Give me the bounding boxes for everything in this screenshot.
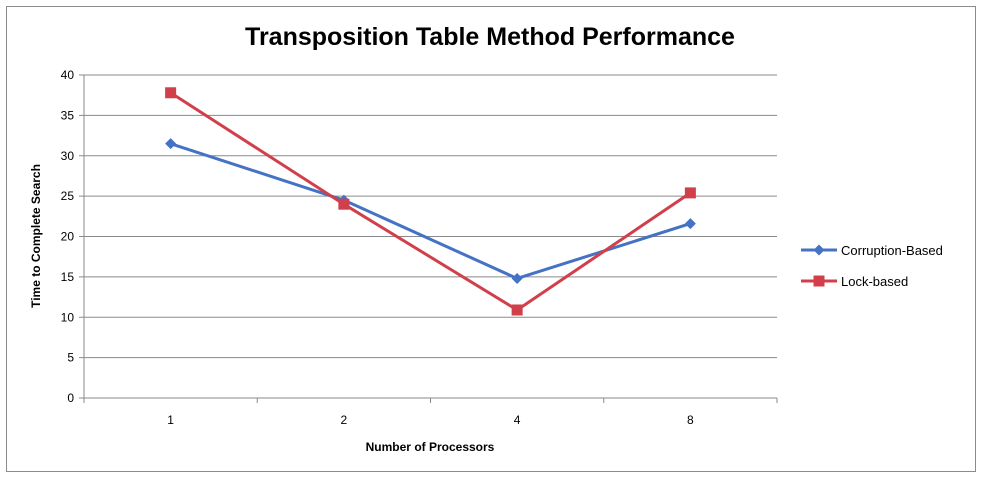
x-axis-title: Number of Processors (366, 440, 495, 454)
y-tick-label: 15 (61, 270, 75, 284)
y-tick-label: 40 (61, 68, 75, 82)
y-tick-label: 5 (67, 351, 74, 365)
series-lines (165, 87, 696, 316)
legend-lock-based-point (813, 275, 825, 287)
legend: Corruption-Based Lock-based (801, 243, 943, 289)
x-tick-label: 4 (514, 413, 521, 427)
corruption-based-point (165, 138, 177, 150)
x-tick-labels: 1 2 4 8 (167, 413, 694, 427)
gridlines (84, 74, 777, 359)
lock-based-point (684, 187, 696, 199)
y-tick-label: 25 (61, 189, 75, 203)
x-tick-label: 2 (341, 413, 348, 427)
x-tick-label: 1 (167, 413, 174, 427)
y-tick-label: 20 (61, 230, 75, 244)
series-line-lock-based (169, 91, 692, 312)
chart-title: Transposition Table Method Performance (245, 23, 735, 51)
legend-item-corruption-based: Corruption-Based (801, 243, 943, 258)
y-tick-label: 35 (61, 108, 75, 122)
legend-label: Lock-based (841, 274, 908, 289)
lock-based-point (338, 198, 350, 210)
x-tick-label: 8 (687, 413, 694, 427)
chart-frame (6, 6, 976, 472)
series-corruption-based (165, 138, 696, 284)
y-tick-labels: 0 5 10 15 20 25 30 35 40 (61, 68, 75, 405)
legend-corruption-based-point (813, 244, 825, 256)
lock-based-point (511, 304, 523, 316)
y-axis-title: Time to Complete Search (29, 164, 43, 308)
y-tick-label: 10 (61, 310, 75, 324)
corruption-based-point (511, 272, 523, 284)
series-lock-based (165, 87, 696, 316)
legend-label: Corruption-Based (841, 243, 943, 258)
corruption-based-point (684, 218, 696, 230)
y-tick-label: 30 (61, 149, 75, 163)
axes (79, 74, 778, 403)
lock-based-point (165, 87, 177, 99)
legend-item-lock-based: Lock-based (801, 274, 908, 289)
y-tick-label: 0 (67, 391, 74, 405)
